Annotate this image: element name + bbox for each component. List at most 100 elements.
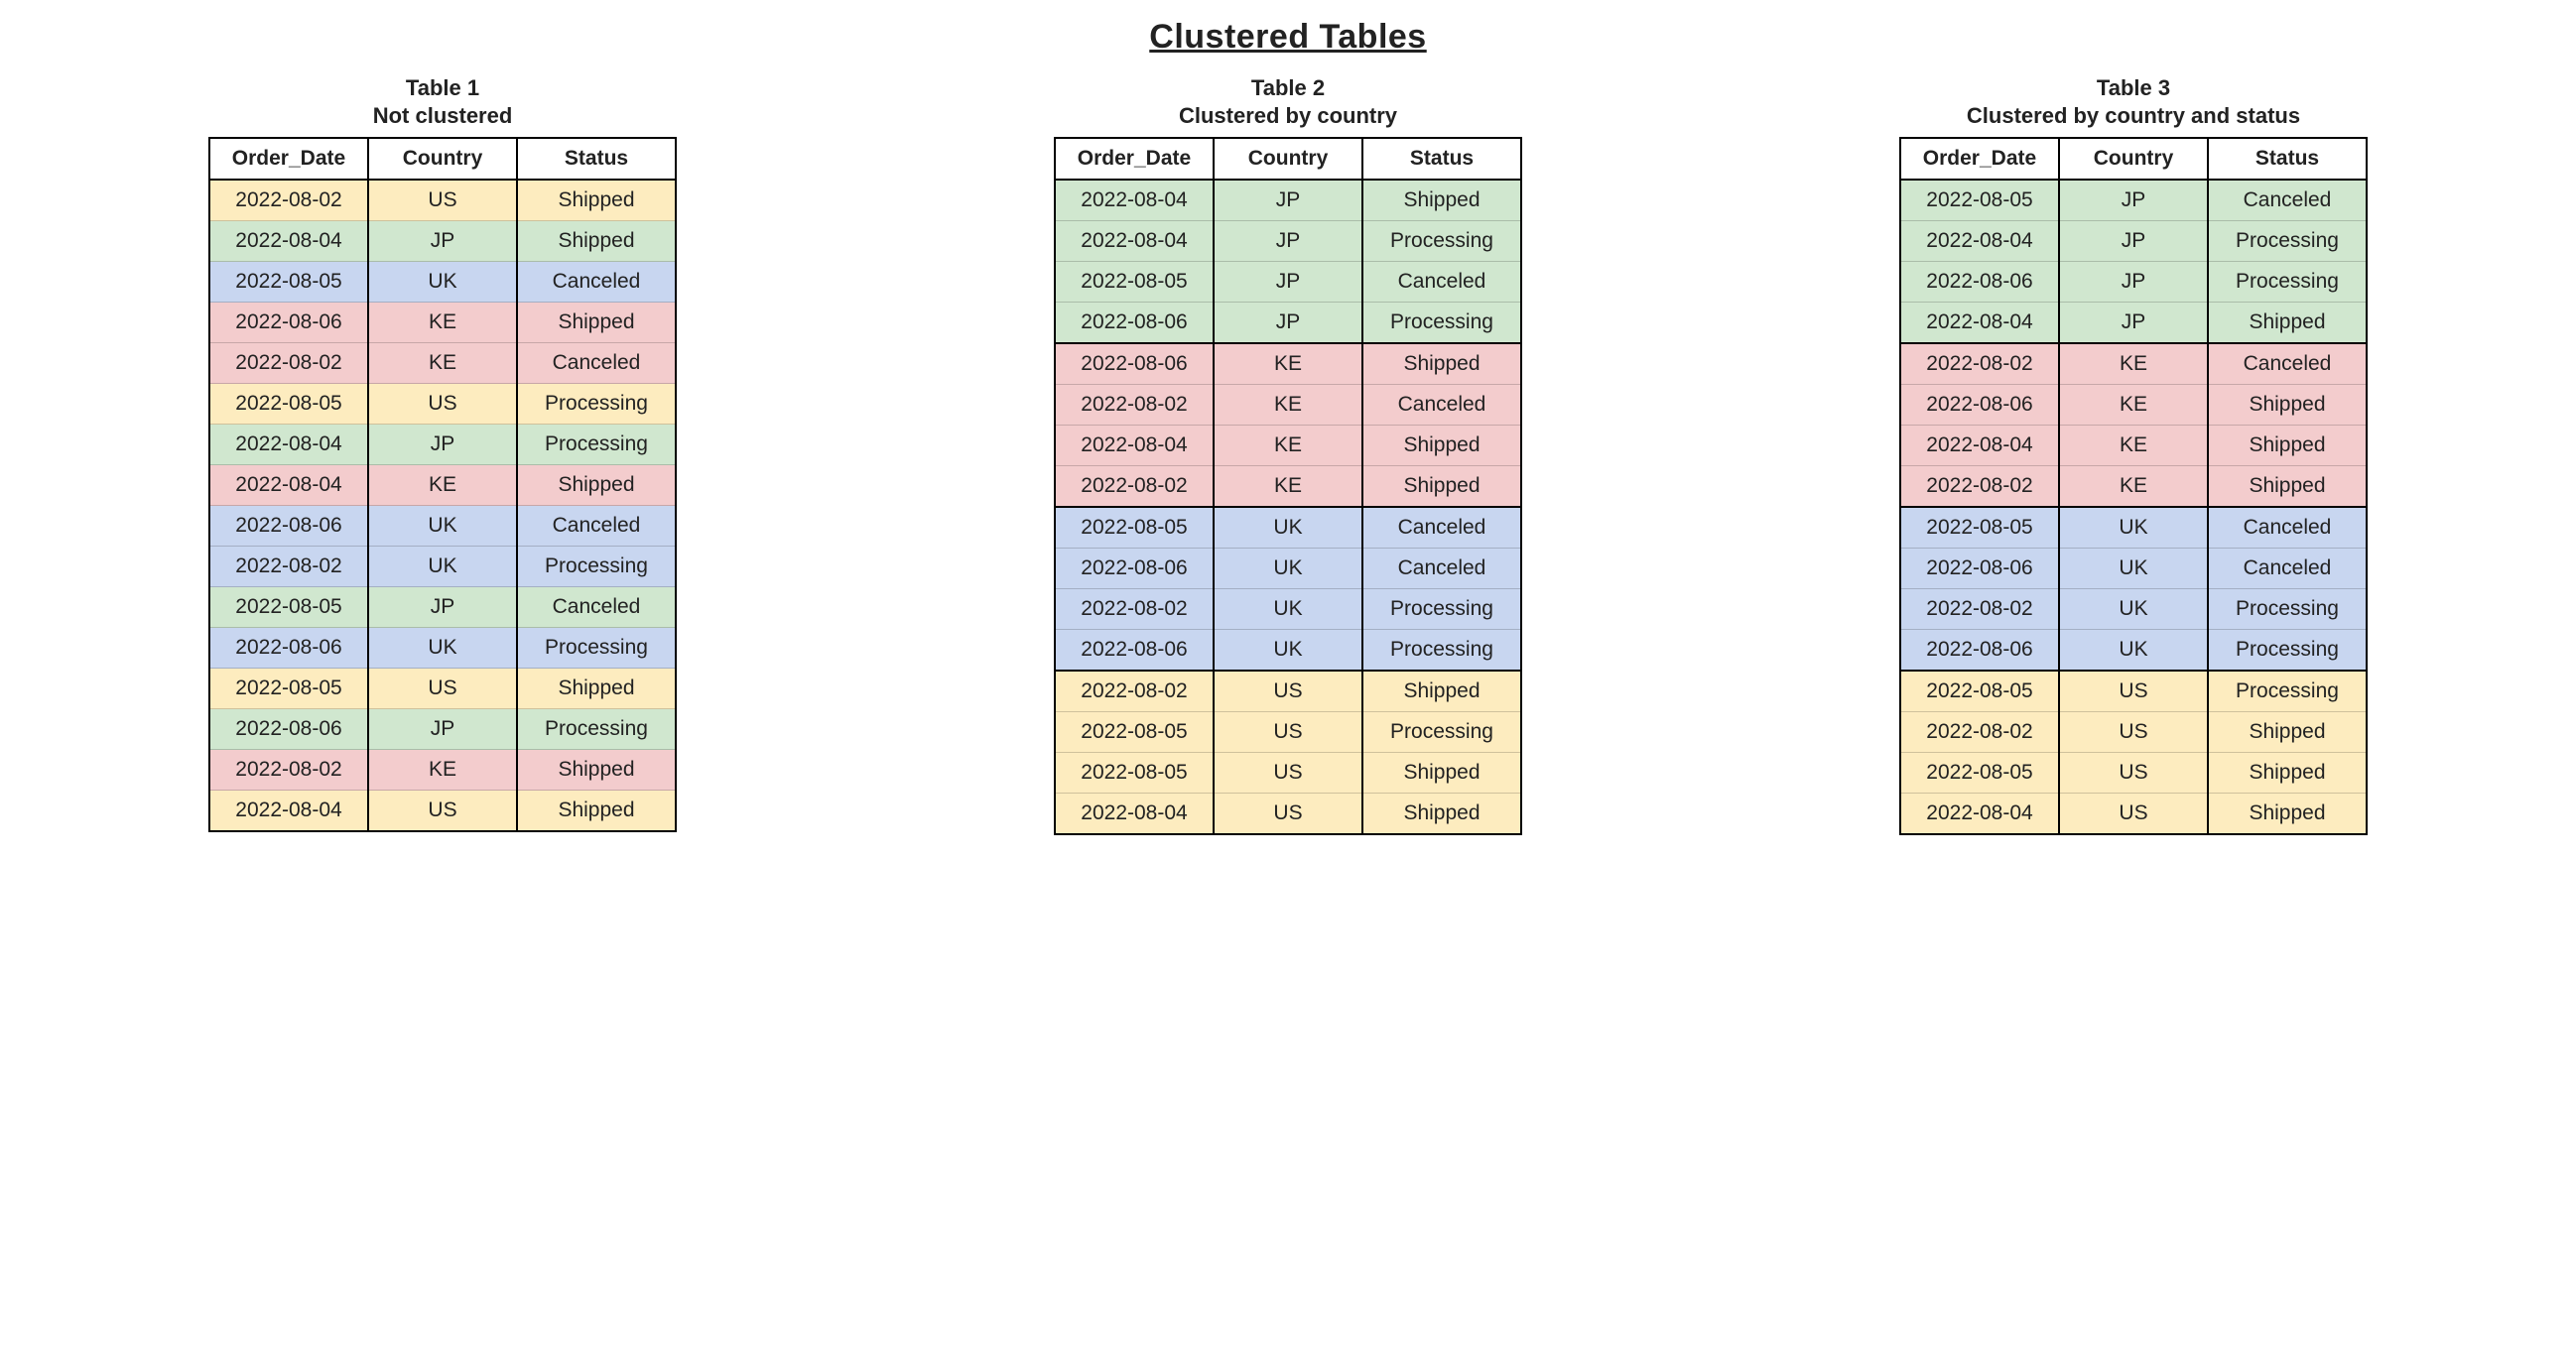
- cell-status: Shipped: [1362, 794, 1521, 835]
- column-header: Country: [1214, 138, 1362, 180]
- cell-country: US: [2059, 671, 2208, 712]
- cell-country: UK: [368, 262, 517, 303]
- table-row: 2022-08-04JPShipped: [1055, 180, 1521, 221]
- table-row: 2022-08-04USShipped: [1900, 794, 2367, 835]
- cell-country: US: [368, 669, 517, 709]
- cell-order-date: 2022-08-05: [209, 669, 368, 709]
- cell-order-date: 2022-08-04: [1055, 180, 1214, 221]
- cell-order-date: 2022-08-05: [1900, 180, 2059, 221]
- cell-country: US: [1214, 794, 1362, 835]
- cell-order-date: 2022-08-06: [1055, 549, 1214, 589]
- cell-status: Shipped: [2208, 712, 2367, 753]
- cell-country: JP: [1214, 221, 1362, 262]
- cell-order-date: 2022-08-02: [1055, 589, 1214, 630]
- table-row: 2022-08-04JPProcessing: [209, 425, 676, 465]
- column-header: Order_Date: [1055, 138, 1214, 180]
- cell-country: KE: [2059, 426, 2208, 466]
- table-row: 2022-08-06KEShipped: [209, 303, 676, 343]
- cell-country: KE: [368, 303, 517, 343]
- table-row: 2022-08-02KECanceled: [209, 343, 676, 384]
- cell-country: UK: [2059, 549, 2208, 589]
- cell-status: Canceled: [517, 343, 676, 384]
- table-row: 2022-08-05USShipped: [1900, 753, 2367, 794]
- cell-country: UK: [1214, 630, 1362, 672]
- cell-order-date: 2022-08-06: [1055, 303, 1214, 344]
- cell-order-date: 2022-08-04: [209, 465, 368, 506]
- cell-status: Processing: [517, 709, 676, 750]
- cell-country: US: [2059, 753, 2208, 794]
- page-title: Clustered Tables: [0, 18, 2576, 57]
- cell-order-date: 2022-08-04: [209, 425, 368, 465]
- cell-status: Shipped: [517, 180, 676, 221]
- table-row: 2022-08-06JPProcessing: [1055, 303, 1521, 344]
- cell-order-date: 2022-08-02: [209, 180, 368, 221]
- cell-order-date: 2022-08-06: [209, 628, 368, 669]
- table-row: 2022-08-05UKCanceled: [1055, 507, 1521, 549]
- column-header: Country: [2059, 138, 2208, 180]
- cell-status: Processing: [1362, 630, 1521, 672]
- cell-status: Canceled: [2208, 180, 2367, 221]
- table-row: 2022-08-04USShipped: [209, 791, 676, 832]
- cell-country: UK: [368, 547, 517, 587]
- cell-country: US: [1214, 753, 1362, 794]
- table-row: 2022-08-04KEShipped: [1900, 426, 2367, 466]
- cell-order-date: 2022-08-02: [209, 343, 368, 384]
- cell-country: JP: [2059, 180, 2208, 221]
- table-row: 2022-08-06UKProcessing: [209, 628, 676, 669]
- table-row: 2022-08-06UKProcessing: [1900, 630, 2367, 672]
- cell-order-date: 2022-08-05: [1055, 507, 1214, 549]
- cell-status: Canceled: [517, 262, 676, 303]
- cell-order-date: 2022-08-06: [1900, 630, 2059, 672]
- cell-order-date: 2022-08-06: [1055, 630, 1214, 672]
- cell-country: JP: [368, 587, 517, 628]
- cell-country: UK: [2059, 589, 2208, 630]
- table-row: 2022-08-06JPProcessing: [1900, 262, 2367, 303]
- cell-status: Shipped: [1362, 466, 1521, 508]
- caption-line: Table 3: [2097, 75, 2170, 100]
- cell-country: JP: [1214, 262, 1362, 303]
- cell-status: Canceled: [517, 506, 676, 547]
- cell-country: KE: [2059, 466, 2208, 508]
- table-block-3: Table 3 Clustered by country and status Or…: [1899, 74, 2368, 835]
- table-row: 2022-08-06KEShipped: [1900, 385, 2367, 426]
- table-row: 2022-08-02KECanceled: [1055, 385, 1521, 426]
- cell-country: UK: [368, 506, 517, 547]
- table-row: 2022-08-02UKProcessing: [1900, 589, 2367, 630]
- cell-status: Shipped: [2208, 466, 2367, 508]
- cell-country: KE: [2059, 343, 2208, 385]
- cell-status: Shipped: [1362, 671, 1521, 712]
- table-row: 2022-08-05USProcessing: [209, 384, 676, 425]
- cell-order-date: 2022-08-06: [209, 303, 368, 343]
- cell-status: Processing: [1362, 221, 1521, 262]
- table-row: 2022-08-02USShipped: [1900, 712, 2367, 753]
- table-row: 2022-08-02KEShipped: [209, 750, 676, 791]
- data-table: Order_DateCountryStatus2022-08-05JPCance…: [1899, 137, 2368, 835]
- cell-status: Processing: [2208, 221, 2367, 262]
- cell-status: Shipped: [1362, 180, 1521, 221]
- cell-country: US: [368, 180, 517, 221]
- cell-order-date: 2022-08-06: [209, 709, 368, 750]
- caption-line: Clustered by country and status: [1967, 103, 2300, 128]
- cell-status: Canceled: [2208, 507, 2367, 549]
- cell-order-date: 2022-08-02: [1055, 466, 1214, 508]
- table-row: 2022-08-05UKCanceled: [1900, 507, 2367, 549]
- table-row: 2022-08-05USProcessing: [1900, 671, 2367, 712]
- table-row: 2022-08-04JPProcessing: [1900, 221, 2367, 262]
- tables-row: Table 1Not clusteredOrder_DateCountrySta…: [0, 74, 2576, 835]
- cell-status: Shipped: [1362, 343, 1521, 385]
- cell-status: Shipped: [1362, 426, 1521, 466]
- table-row: 2022-08-02UKProcessing: [1055, 589, 1521, 630]
- table-row: 2022-08-06UKCanceled: [209, 506, 676, 547]
- cell-order-date: 2022-08-02: [1900, 343, 2059, 385]
- cell-country: JP: [368, 221, 517, 262]
- table-caption: Table 3 Clustered by country and status: [1899, 74, 2368, 129]
- column-header: Status: [517, 138, 676, 180]
- cell-status: Canceled: [517, 587, 676, 628]
- table-row: 2022-08-05USShipped: [1055, 753, 1521, 794]
- cell-status: Shipped: [2208, 794, 2367, 835]
- cell-order-date: 2022-08-04: [209, 791, 368, 832]
- table-row: 2022-08-04JPShipped: [209, 221, 676, 262]
- cell-status: Shipped: [517, 750, 676, 791]
- table-row: 2022-08-04JPShipped: [1900, 303, 2367, 344]
- cell-country: JP: [1214, 180, 1362, 221]
